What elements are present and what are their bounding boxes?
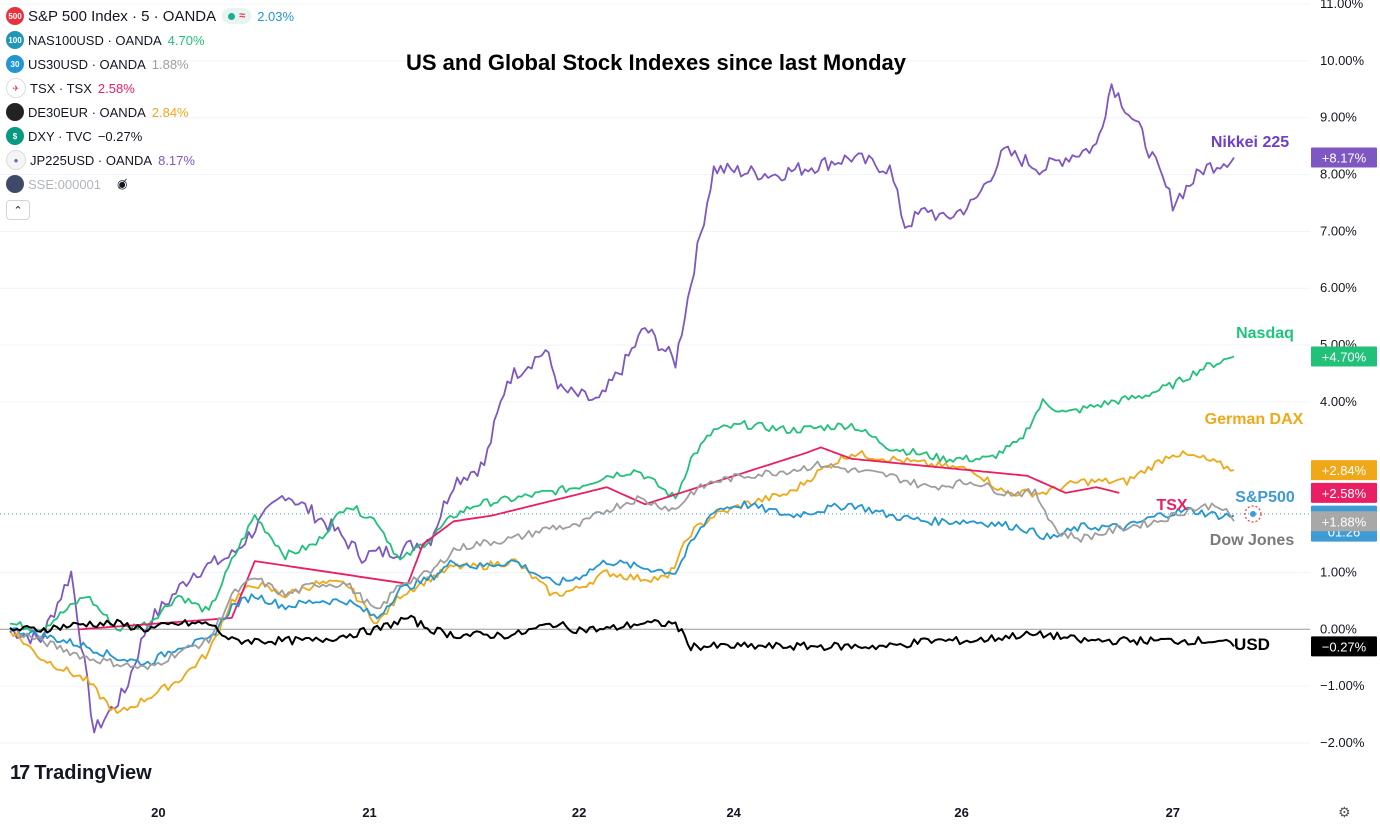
end-label-box-dax (1311, 460, 1377, 481)
legend-row-5[interactable]: ● JP225USD · OANDA 8.17% (6, 148, 294, 172)
end-label-box-usd (1311, 636, 1377, 657)
symbol-badge-icon (6, 103, 24, 121)
legend-symbol: S&P 500 Index · 5 · OANDA (28, 7, 217, 25)
end-label-box-nasdaq (1311, 346, 1377, 367)
chevron-up-icon[interactable]: ⌃ (6, 200, 30, 220)
series-annotation: USD (1234, 635, 1270, 654)
symbol-badge-icon: $ (6, 127, 24, 145)
legend-symbol: DXY · TVC (28, 128, 92, 144)
x-tick-label: 21 (362, 805, 376, 820)
series-annotation: Nikkei 225 (1211, 134, 1289, 151)
legend-change: 2.58% (97, 80, 135, 96)
series-annotation: S&P500 (1235, 489, 1295, 506)
end-label-tsx: +2.58% (1322, 486, 1367, 501)
y-tick-label: 8.00% (1320, 167, 1357, 182)
eye-off-icon[interactable]: ◉̸ (117, 177, 128, 191)
legend-symbol: SSE:000001 (28, 176, 102, 192)
y-tick-label: 7.00% (1320, 223, 1357, 238)
live-marker-icon (1244, 505, 1262, 523)
series-line-usd (9, 614, 1235, 652)
y-tick-label: −2.00% (1320, 735, 1365, 750)
symbol-badge-icon: 100 (6, 31, 24, 49)
legend-change: 8.17% (158, 152, 195, 168)
end-label-box-tsx (1311, 482, 1377, 503)
legend-row-4[interactable]: $ DXY · TVC −0.27% (6, 124, 294, 148)
legend-row-3[interactable]: DE30EUR · OANDA 2.84% (6, 100, 294, 124)
end-label-box-dow (1311, 511, 1377, 532)
legend-row-2[interactable]: ✈ TSX · TSX 2.58% (6, 76, 294, 100)
market-status-pill[interactable]: ≈ (222, 8, 252, 24)
series-annotation: TSX (1156, 497, 1187, 514)
y-tick-label: 0.00% (1320, 621, 1357, 636)
y-tick-label: 11.00% (1320, 0, 1364, 11)
live-dot-icon (1250, 511, 1256, 517)
symbol-badge-icon: ✈ (6, 78, 26, 98)
end-label-nasdaq: +4.70% (1322, 349, 1367, 364)
legend-change: 1.88% (151, 56, 189, 72)
brand-name: TradingView (34, 762, 152, 784)
end-label-dax: +2.84% (1322, 463, 1367, 478)
legend-row-sp500[interactable]: 500 S&P 500 Index · 5 · OANDA ≈ 2.03% (6, 4, 294, 28)
x-tick-label: 26 (954, 805, 968, 820)
y-tick-label: 10.00% (1320, 53, 1365, 68)
series-line-sp500 (9, 500, 1235, 667)
series-line-tsx (78, 446, 1120, 631)
legend: 500 S&P 500 Index · 5 · OANDA ≈ 2.03% 10… (6, 4, 294, 220)
end-label-dow: +1.88% (1322, 514, 1367, 529)
series-annotation: Nasdaq (1236, 325, 1294, 342)
legend-symbol: JP225USD · OANDA (30, 152, 153, 168)
legend-change: −0.27% (97, 128, 143, 144)
series-line-dow (9, 460, 1235, 671)
market-open-dot-icon (228, 12, 236, 20)
y-tick-label: 1.00% (1320, 564, 1357, 579)
sp500-badge-icon: 500 (6, 7, 24, 25)
series-line-dax (9, 449, 1235, 714)
x-tick-label: 24 (726, 805, 741, 820)
symbol-badge-icon: 30 (6, 55, 24, 73)
series-line-nikkei (9, 83, 1235, 734)
x-tick-label: 27 (1166, 805, 1180, 820)
approx-icon: ≈ (239, 10, 246, 22)
legend-symbol: US30USD · OANDA (28, 56, 146, 72)
series-annotation: German DAX (1205, 411, 1304, 428)
tradingview-logo[interactable]: 17 TradingView (10, 762, 152, 785)
legend-change: 4.70% (167, 32, 205, 48)
end-label-nikkei: +8.17% (1322, 150, 1367, 165)
chart-title: US and Global Stock Indexes since last M… (406, 50, 907, 75)
end-label-box-nikkei (1311, 147, 1377, 168)
y-tick-label: 9.00% (1320, 110, 1357, 125)
legend-symbol: NAS100USD · OANDA (28, 32, 162, 48)
x-tick-label: 20 (151, 805, 165, 820)
legend-row-0[interactable]: 100 NAS100USD · OANDA 4.70% (6, 28, 294, 52)
y-tick-label: 4.00% (1320, 394, 1357, 409)
legend-change: 2.03% (257, 8, 295, 24)
y-tick-label: −1.00% (1320, 678, 1365, 693)
legend-change: 2.84% (151, 104, 189, 120)
gear-icon[interactable]: ⚙ (1338, 804, 1351, 820)
series-line-nasdaq (9, 355, 1235, 633)
tradingview-mark-icon: 17 (10, 762, 30, 784)
legend-row-1[interactable]: 30 US30USD · OANDA 1.88% (6, 52, 294, 76)
y-tick-label: 6.00% (1320, 280, 1357, 295)
legend-symbol: DE30EUR · OANDA (28, 104, 146, 120)
symbol-badge-icon: ● (6, 150, 26, 170)
x-tick-label: 22 (572, 805, 586, 820)
legend-row-6[interactable]: SSE:000001 ◉̸ (6, 172, 294, 196)
end-label-usd: −0.27% (1322, 639, 1367, 654)
legend-symbol: TSX · TSX (30, 80, 92, 96)
series-annotation: Dow Jones (1210, 532, 1295, 549)
symbol-badge-icon (6, 175, 24, 193)
